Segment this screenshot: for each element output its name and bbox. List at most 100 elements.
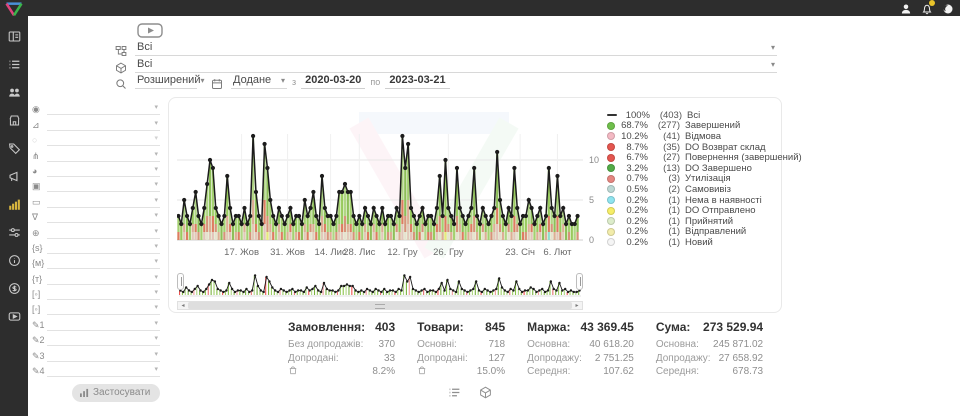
legend-item-6[interactable]: 0.7% (3) Утилізація (607, 173, 779, 185)
legend-item-10[interactable]: 0.2% (1) Прийнятий (607, 216, 779, 227)
brush-handle-right[interactable] (576, 273, 583, 290)
legend-label: Утилізація (685, 173, 731, 185)
globe-icon: ⊕ (32, 227, 40, 238)
sidebar-item-analytics[interactable] (6, 199, 22, 214)
filter-select-region[interactable]: ▾ (47, 103, 160, 116)
filter-select-extra[interactable]: ▾ (47, 134, 160, 147)
legend-count: (1) (668, 226, 680, 238)
filter-row-region[interactable]: ◉ ▾ (32, 100, 160, 116)
filter-select-funnel[interactable]: ▾ (47, 211, 160, 224)
filter-row-package[interactable]: ▣ ▾ (32, 177, 160, 193)
scroll-right-arrow-icon[interactable]: ▸ (575, 303, 579, 309)
sidebar-item-store[interactable] (6, 115, 22, 130)
filter-row-slope[interactable]: ⊿ ▾ (32, 115, 160, 131)
filter-row-target-1[interactable]: [◦] ▾ (32, 285, 160, 301)
legend-item-8[interactable]: 0.2% (1) Нема в наявності (607, 195, 779, 206)
filter-row-globe[interactable]: ⊕ ▾ (32, 223, 160, 239)
sidebar-item-video[interactable] (6, 311, 22, 326)
stat-value: 273 529.94 (703, 320, 764, 334)
filter-select-custom-3[interactable]: ▾ (47, 350, 160, 362)
date-to-input[interactable]: 2023-03-21 (385, 74, 450, 89)
sidebar-item-orders[interactable] (6, 59, 22, 74)
filter-select-sphere[interactable]: ▾ (47, 165, 160, 177)
search-icon[interactable] (115, 77, 127, 89)
legend-item-12[interactable]: 0.2% (1) Новий (607, 237, 779, 248)
legend-label: Відправлений (685, 226, 747, 238)
filter-select-globe[interactable]: ▾ (47, 227, 160, 239)
filter-select-target-2[interactable]: ▾ (47, 303, 160, 316)
legend-count: (403) (659, 109, 682, 121)
date-from-input[interactable]: 2020-03-20 (301, 74, 366, 89)
sidebar-item-automation[interactable] (6, 227, 22, 242)
brush-handle-left[interactable] (177, 273, 184, 290)
legend-item-7[interactable]: 0.5% (2) Самовивіз (607, 184, 779, 195)
avatar-icon[interactable] (900, 2, 912, 14)
filter-select-target-1[interactable]: ▾ (47, 288, 160, 301)
filter-select-payment[interactable]: ▾ (47, 196, 160, 208)
filter-select-network[interactable]: ▾ (47, 150, 160, 162)
sidebar-item-finance[interactable] (6, 282, 22, 298)
sidebar-item-marketing[interactable] (6, 171, 22, 186)
legend-item-3[interactable]: 8.7% (35) DO Возврат склад (607, 142, 779, 153)
scroll-left-arrow-icon[interactable]: ◂ (181, 303, 185, 309)
filter-row-target-2[interactable]: [◦] ▾ (32, 300, 160, 316)
minimap-chart[interactable] (179, 268, 581, 300)
filter-row-extra[interactable]: ○ ▾ (32, 131, 160, 147)
theme-moon-icon[interactable] (942, 2, 954, 14)
filter-select-slope[interactable]: ▾ (47, 119, 160, 131)
filter-row-braces-m[interactable]: {м} ▾ (32, 254, 160, 270)
filter-select-custom-4[interactable]: ▾ (47, 365, 160, 378)
legend-item-0[interactable]: 100% (403) Всі (607, 110, 779, 121)
filter-select-custom-2[interactable]: ▾ (47, 334, 160, 347)
legend-item-5[interactable]: 3.2% (13) DO Завершено (607, 163, 779, 174)
product-filter-select[interactable]: Всі ▾ (135, 58, 777, 73)
sidebar-item-pricing[interactable] (6, 143, 22, 158)
category-filter-row: Всі ▾ (115, 40, 777, 56)
filter-row-custom-3[interactable]: ✎3 ▾ (32, 346, 160, 362)
legend-item-1[interactable]: 68.7% (277) Завершений (607, 120, 779, 131)
sidebar-item-clients[interactable] (6, 87, 22, 102)
sidebar-item-info[interactable] (6, 254, 22, 270)
date-field-select[interactable]: Додане ▾ (231, 74, 287, 89)
filter-select-braces-s[interactable]: ▾ (47, 242, 160, 254)
scrollbar-thumb[interactable] (188, 302, 572, 309)
legend-percent: 0.2% (626, 236, 648, 248)
app-logo-icon[interactable] (4, 2, 24, 17)
sidebar-item-dashboard[interactable] (6, 31, 22, 46)
legend-dot-swatch (607, 238, 615, 247)
stat-label: Товари: (417, 320, 464, 334)
filter-row-braces-t[interactable]: {т} ▾ (32, 269, 160, 285)
chevron-down-icon: ▾ (154, 242, 158, 250)
legend-percent: 0.2% (626, 205, 648, 217)
chevron-down-icon: ▾ (154, 150, 158, 158)
category-filter-select[interactable]: Всі ▾ (135, 41, 777, 56)
filter-row-funnel[interactable]: ∇ ▾ (32, 208, 160, 224)
legend-item-2[interactable]: 10.2% (41) Відмова (607, 131, 779, 142)
apply-filters-button[interactable]: Застосувати (72, 384, 161, 403)
search-mode-select[interactable]: Розширений ▾ (135, 74, 204, 89)
legend-item-11[interactable]: 0.2% (1) Відправлений (607, 226, 779, 238)
notifications-bell-icon[interactable] (921, 0, 935, 15)
filter-row-sphere[interactable]: ◕ ▾ (32, 162, 160, 177)
legend-item-4[interactable]: 6.7% (27) Повернення (завершений) (607, 152, 802, 163)
filter-row-custom-4[interactable]: ✎4 ▾ (32, 362, 160, 378)
filter-row-custom-2[interactable]: ✎2 ▾ (32, 331, 160, 347)
filter-row-network[interactable]: ⋔ ▾ (32, 146, 160, 162)
legend-line-swatch (607, 114, 617, 117)
filter-select-package[interactable]: ▾ (47, 180, 160, 193)
date-to-label: по (370, 77, 381, 87)
chevron-down-icon: ▾ (154, 227, 158, 235)
filter-row-payment[interactable]: ▭ ▾ (32, 192, 160, 208)
filter-select-braces-t[interactable]: ▾ (47, 273, 160, 285)
video-tutorial-icon[interactable] (137, 23, 163, 38)
summary-stats: Замовлення: 403 Без допродажів: 370 Допродан… (288, 320, 763, 380)
filter-row-custom-1[interactable]: ✎1 ▾ (32, 315, 160, 331)
package-icon[interactable] (479, 386, 492, 399)
filter-select-braces-m[interactable]: ▾ (47, 257, 160, 270)
filter-select-custom-1[interactable]: ▾ (47, 319, 160, 331)
report-list-icon[interactable] (448, 386, 461, 399)
legend-dot-swatch (607, 143, 615, 152)
legend-item-9[interactable]: 0.2% (1) DO Отправлено (607, 205, 779, 216)
filter-row-braces-s[interactable]: {s} ▾ (32, 239, 160, 254)
